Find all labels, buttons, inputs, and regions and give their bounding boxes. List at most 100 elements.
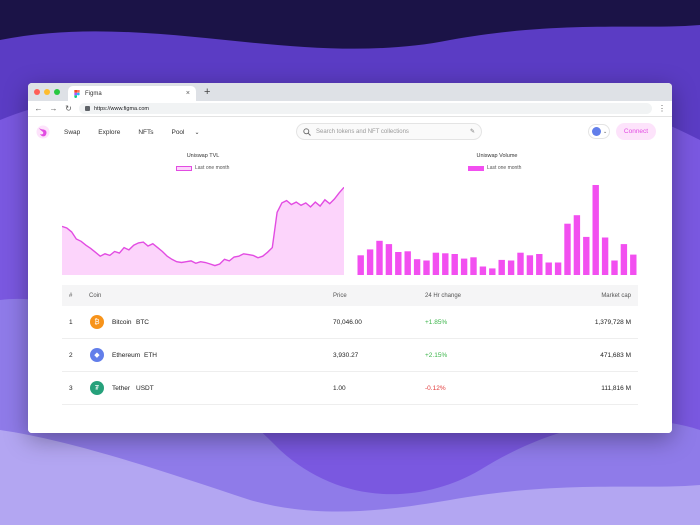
new-tab-button[interactable]: +: [204, 86, 211, 98]
row-change: +1.85%: [425, 318, 448, 326]
connect-button[interactable]: Connect: [616, 123, 656, 140]
back-arrow-icon[interactable]: ←: [34, 104, 43, 113]
row-market-cap: 111,816 M: [601, 384, 631, 392]
search-icon: [303, 127, 311, 136]
volume-bar: [404, 251, 411, 275]
nav-explore[interactable]: Explore: [98, 128, 121, 136]
tvl-chart: Uniswap TVL Last one month: [62, 153, 344, 275]
tvl-series-line: [62, 186, 344, 267]
maximize-window-button[interactable]: [54, 89, 60, 95]
volume-bar: [517, 252, 524, 275]
tvl-area-plot: [62, 186, 344, 275]
volume-bar-plot: [357, 185, 637, 275]
address-bar: ← → ↻ https://www.figma.com ⋮: [28, 101, 672, 117]
row-rank: 3: [69, 384, 73, 392]
lock-icon: [85, 106, 90, 111]
table-row[interactable]: 1 ₿ Bitcoin BTC 70,046.00 +1.85% 1,379,728 M: [62, 306, 638, 339]
minimize-window-button[interactable]: [44, 89, 50, 95]
url-field[interactable]: https://www.figma.com: [79, 103, 652, 114]
nav-swap[interactable]: Swap: [64, 128, 81, 136]
row-coin-name[interactable]: Bitcoin: [112, 318, 132, 326]
volume-bar: [432, 252, 440, 275]
coin-table: # Coin Price 24 Hr change Market cap 1 ₿ B…: [62, 285, 638, 405]
volume-bar: [479, 266, 487, 275]
volume-bar: [498, 259, 505, 275]
volume-bar: [442, 253, 449, 275]
tab-title: Figma: [85, 90, 102, 97]
search-bar[interactable]: Search tokens and NFT collections ✎: [296, 123, 482, 140]
nav-nfts[interactable]: NFTs: [138, 128, 154, 136]
table-header: # Coin Price 24 Hr change Market cap: [62, 285, 638, 306]
network-selector[interactable]: ⌄: [588, 124, 610, 139]
table-row[interactable]: 2 ◆ Ethereum ETH 3,930.27 +2.15% 471,683 M: [62, 339, 638, 372]
table-row[interactable]: 3 ₮ Tether USDT 1.00 -0.12% 111,816 M: [62, 372, 638, 405]
volume-bar: [385, 244, 393, 275]
volume-bar: [620, 244, 628, 275]
row-rank: 2: [69, 351, 73, 359]
browser-window: Figma × + ← → ↻ https://www.figma.com ⋮ …: [28, 83, 672, 433]
tab-strip: Figma × +: [28, 83, 672, 101]
close-tab-icon[interactable]: ×: [185, 90, 190, 97]
nav-pool[interactable]: Pool: [171, 128, 185, 136]
header-price[interactable]: Price: [333, 292, 347, 299]
volume-bar: [357, 255, 364, 275]
forward-arrow-icon[interactable]: →: [49, 104, 58, 113]
volume-bar: [573, 215, 581, 275]
tvl-legend: Last one month: [176, 165, 229, 171]
volume-chart: Uniswap Volume Last one month: [356, 153, 638, 275]
volume-bar: [413, 259, 421, 275]
row-coin-name[interactable]: Tether: [112, 384, 131, 392]
row-coin-name[interactable]: Ethereum: [112, 351, 141, 359]
tvl-legend-label: Last one month: [195, 165, 230, 171]
row-change: +2.15%: [425, 351, 448, 359]
tvl-legend-swatch: [176, 165, 192, 171]
url-text: https://www.figma.com: [94, 105, 150, 112]
volume-bar: [460, 258, 468, 275]
more-chevron-down-icon[interactable]: ⌄: [194, 129, 200, 136]
row-coin-symbol: USDT: [136, 384, 154, 392]
volume-bar: [526, 255, 534, 275]
volume-bar: [376, 240, 383, 275]
volume-bar: [630, 254, 637, 275]
header-market-cap[interactable]: Market cap: [601, 292, 631, 299]
row-coin-symbol: BTC: [136, 318, 149, 326]
figma-favicon-icon: [74, 89, 80, 98]
close-window-button[interactable]: [34, 89, 40, 95]
volume-bar: [583, 236, 590, 275]
volume-bar: [592, 185, 599, 275]
top-navigation: Swap Explore NFTs Pool ⌄ Search tokens a…: [28, 117, 672, 147]
volume-legend-swatch: [468, 165, 484, 171]
volume-legend-label: Last one month: [487, 165, 522, 171]
ethereum-icon: ◆: [90, 348, 104, 362]
row-market-cap: 471,683 M: [600, 351, 631, 359]
tvl-chart-title: Uniswap TVL: [186, 153, 220, 159]
row-coin-symbol: ETH: [144, 351, 157, 359]
browser-tab[interactable]: Figma ×: [68, 86, 196, 101]
reload-icon[interactable]: ↻: [65, 104, 72, 113]
volume-bar: [536, 254, 543, 275]
volume-chart-title: Uniswap Volume: [476, 153, 518, 159]
pencil-icon[interactable]: ✎: [469, 129, 475, 135]
volume-bar: [545, 262, 552, 275]
search-input[interactable]: Search tokens and NFT collections: [316, 128, 409, 135]
volume-bar: [470, 257, 477, 275]
bitcoin-icon: ₿: [90, 315, 104, 329]
row-price: 70,046.00: [333, 318, 362, 326]
volume-bar: [489, 268, 496, 275]
volume-bar: [601, 237, 609, 275]
ethereum-network-icon: [592, 127, 601, 136]
browser-menu-icon[interactable]: ⋮: [658, 104, 666, 113]
volume-bar: [395, 252, 402, 275]
page-content: Swap Explore NFTs Pool ⌄ Search tokens a…: [28, 117, 672, 433]
tether-icon: ₮: [90, 381, 104, 395]
chevron-down-icon: ⌄: [603, 128, 608, 135]
tvl-area-fill: [62, 187, 344, 275]
row-price: 1.00: [333, 384, 346, 392]
header-change[interactable]: 24 Hr change: [425, 292, 462, 299]
volume-bar: [554, 262, 562, 275]
header-coin[interactable]: Coin: [89, 292, 102, 299]
header-rank: #: [69, 292, 73, 299]
uniswap-logo-icon[interactable]: [36, 125, 50, 139]
row-change: -0.12%: [425, 384, 446, 392]
volume-bar: [564, 223, 571, 275]
